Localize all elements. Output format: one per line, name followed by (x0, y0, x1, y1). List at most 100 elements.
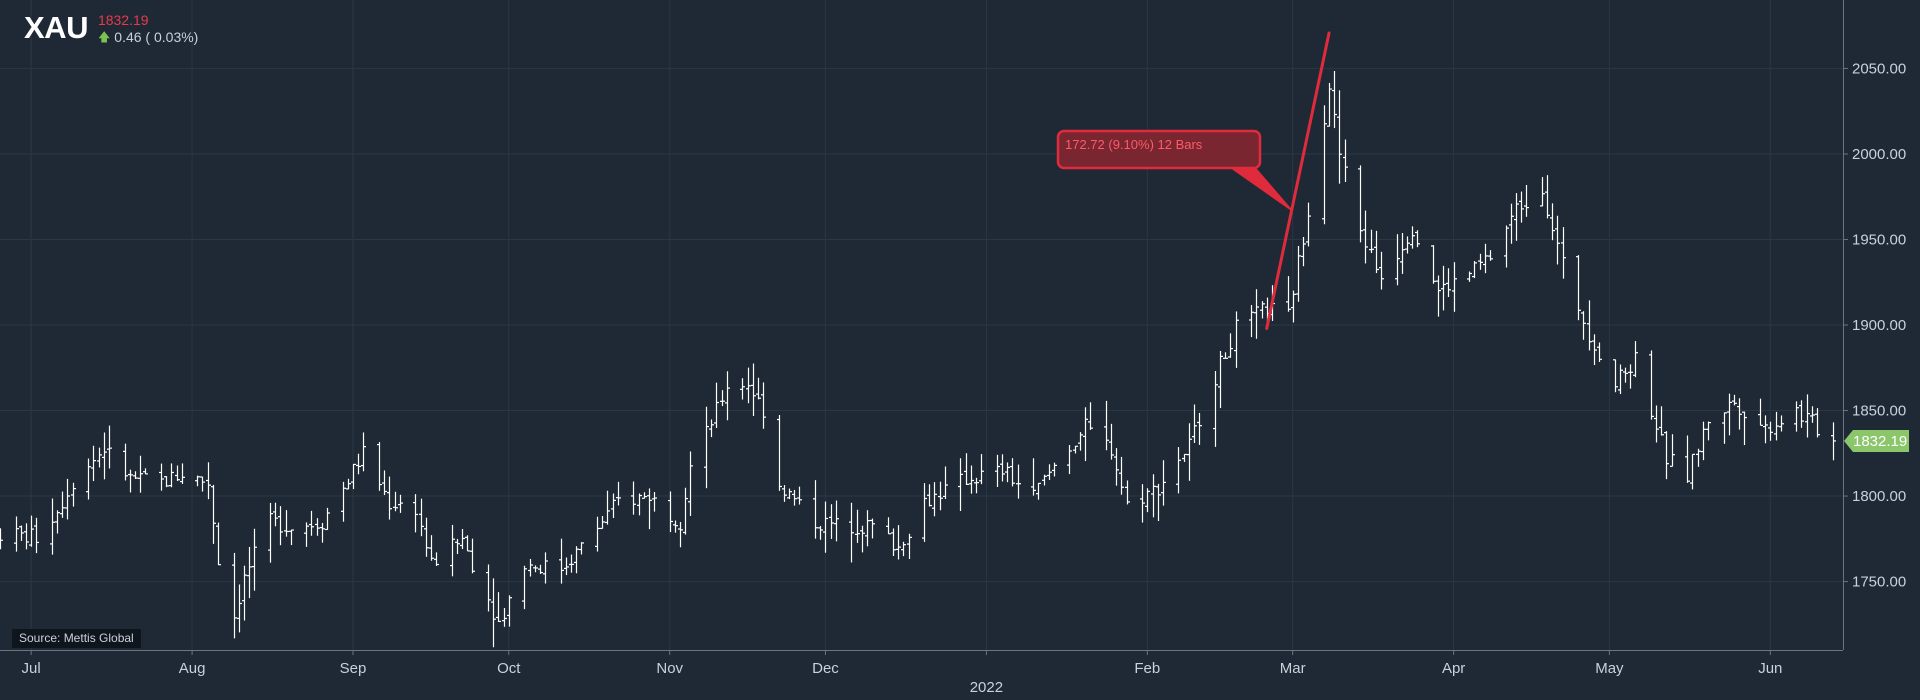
ohlc-bar (304, 522, 309, 547)
callout-pointer (1229, 161, 1293, 211)
ohlc-bar (1374, 230, 1379, 274)
ohlc-bar (1145, 488, 1150, 513)
trend-line (1265, 31, 1331, 330)
ohlc-bar (979, 454, 984, 485)
ohlc-bar (1119, 456, 1124, 495)
ohlc-bar (1664, 431, 1669, 480)
ohlc-bar (1125, 480, 1130, 505)
ohlc-bar (107, 425, 112, 469)
ohlc-bar (1322, 105, 1327, 225)
ohlc-bar (1701, 421, 1706, 461)
ohlc-bar (579, 542, 584, 555)
ohlc-bar (1234, 311, 1239, 368)
ohlc-bar (637, 493, 642, 516)
ohlc-bar (901, 541, 906, 557)
ohlc-bar (268, 502, 273, 563)
ohlc-bar (341, 481, 346, 522)
ohlc-bar (387, 476, 392, 520)
ohlc-bar (138, 455, 143, 493)
y-tick-label: 1900.00 (1852, 317, 1906, 334)
ohlc-bar (398, 494, 403, 513)
ohlc-bar (938, 481, 943, 511)
ohlc-bar (777, 415, 782, 491)
ohlc-bar (1727, 393, 1732, 436)
ohlc-bar (896, 525, 901, 560)
ohlc-bar (1810, 406, 1815, 423)
ohlc-bar (252, 528, 257, 591)
ohlc-bar (995, 454, 1000, 487)
y-axis: 1750.00 1800.00 1850.00 1900.00 1950.00 2000.… (1843, 0, 1909, 650)
ohlc-bar (1332, 70, 1337, 129)
ohlc-bar (1260, 301, 1265, 319)
ohlc-bar (932, 482, 937, 517)
ohlc-bar (870, 518, 875, 539)
ohlc-bar (356, 453, 361, 475)
ohlc-bar (886, 517, 891, 535)
ohlc-bar (91, 445, 96, 482)
ohlc-bar (1187, 423, 1192, 481)
ohlc-bar (969, 465, 974, 494)
ohlc-bar (102, 432, 107, 480)
ohlc-bar (1768, 421, 1773, 441)
ohlc-bar (1472, 261, 1477, 279)
x-tick-label: Dec (812, 660, 839, 677)
ohlc-bar (1010, 458, 1015, 487)
ohlc-bar (964, 453, 969, 485)
ohlc-bar (55, 510, 60, 534)
ohlc-bar (450, 524, 455, 577)
ohlc-bar (1550, 203, 1555, 241)
ohlc-bar (242, 565, 247, 621)
ohlc-bar (611, 493, 616, 518)
ohlc-bar (1618, 364, 1623, 395)
ohlc-bar (1540, 177, 1545, 207)
ohlc-bar (247, 546, 252, 599)
ohlc-bar (855, 509, 860, 543)
up-arrow-icon: 🡅 (97, 30, 111, 44)
ohlc-bar (1016, 464, 1021, 499)
ohlc-bar (1737, 398, 1742, 430)
ohlc-bar (1140, 484, 1145, 523)
ohlc-bar (1659, 406, 1664, 436)
ohlc-bar (746, 367, 751, 404)
ohlc-bar (123, 443, 128, 481)
ohlc-bar (507, 595, 512, 627)
quote-block: 1832.19 🡅 0.46 ( 0.03%) (98, 12, 198, 46)
ohlc-bar (1005, 462, 1010, 483)
y-tick-label: 1850.00 (1852, 403, 1906, 420)
ohlc-bar (1831, 422, 1836, 461)
ohlc-bar (486, 564, 491, 612)
x-tick-label: Apr (1442, 660, 1465, 677)
x-axis: Jul Aug Sep Oct Nov Dec Feb Mar Apr May Jun 2022 (0, 650, 1843, 696)
ohlc-bar (1561, 227, 1566, 279)
ohlc-bar (128, 469, 133, 493)
ohlc-bar (133, 471, 138, 479)
x-tick-label: Sep (340, 660, 367, 677)
ohlc-bar (1794, 401, 1799, 432)
ohlc-bar (97, 447, 102, 468)
ohlc-bar (1555, 215, 1560, 265)
ohlc-bar (704, 406, 709, 489)
ohlc-bar (1400, 232, 1405, 274)
ohlc-bar (1088, 402, 1093, 430)
ohlc-bar (1228, 333, 1233, 358)
trend-measure-annotation[interactable]: 172.72 (9.10%) 12 Bars (1056, 31, 1331, 330)
callout-label: 172.72 (9.10%) 12 Bars (1065, 137, 1203, 152)
ohlc-bar (1031, 458, 1036, 496)
ohlc-bar (309, 510, 314, 536)
ohlc-bar (1504, 225, 1509, 268)
ohlc-bar (569, 554, 574, 573)
ohlc-bar (1763, 415, 1768, 444)
ohlc-bar (34, 517, 39, 554)
ohlc-bar (1441, 265, 1446, 311)
ohlc-bar (284, 510, 289, 537)
ohlc-bar (1395, 234, 1400, 286)
ohlc-bar (865, 510, 870, 547)
ohlc-bar (605, 490, 610, 525)
ohlc-bar (1628, 364, 1633, 389)
ohlc-bar (169, 463, 174, 488)
ohlc-bar (1223, 352, 1228, 359)
ohlc-bar (813, 480, 818, 539)
ohlc-bar (1597, 342, 1602, 362)
